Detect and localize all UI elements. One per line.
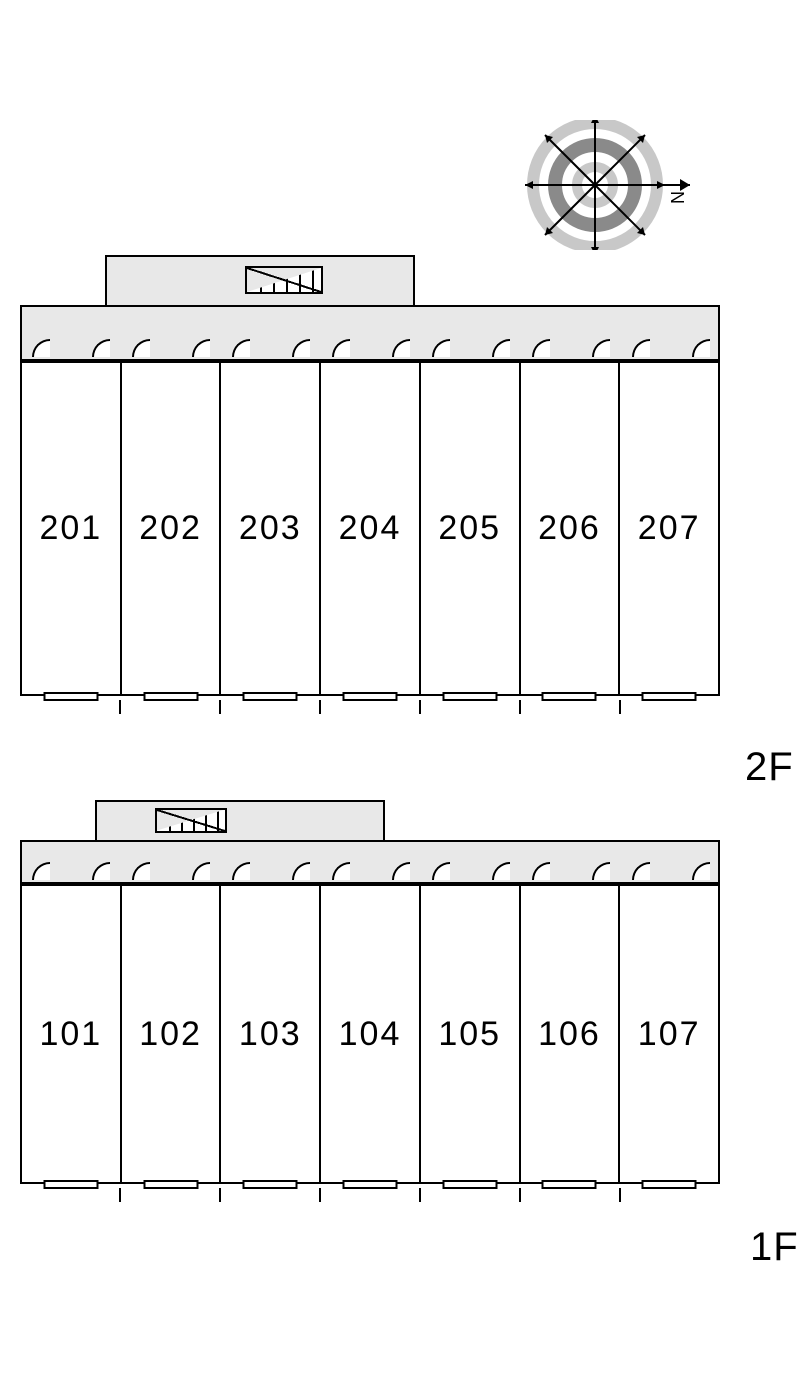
compass-n-label: N (667, 191, 687, 204)
divider-tick (119, 1188, 121, 1202)
door-swing-icon (232, 862, 250, 880)
corridor (20, 305, 720, 361)
door-swing-icon (32, 862, 50, 880)
door-swing-icon (392, 862, 410, 880)
door-swing-icon (432, 339, 450, 357)
unit-label: 203 (239, 509, 302, 548)
window-notch (642, 1180, 697, 1189)
stair-block (95, 800, 385, 840)
unit-101: 101 (20, 884, 121, 1184)
door-swing-icon (392, 339, 410, 357)
units-row: 101 102 103 104 105 106 107 (20, 884, 720, 1184)
unit-label: 105 (438, 1015, 501, 1054)
unit-202: 202 (121, 361, 221, 696)
window-notch (143, 692, 198, 701)
door-swing-icon (292, 339, 310, 357)
unit-107: 107 (619, 884, 720, 1184)
door-swing-icon (132, 862, 150, 880)
stair-icon (245, 266, 323, 294)
door-swing-icon (692, 339, 710, 357)
door-swing-icon (432, 862, 450, 880)
unit-102: 102 (121, 884, 221, 1184)
door-swing-icon (632, 339, 650, 357)
unit-207: 207 (619, 361, 720, 696)
unit-204: 204 (320, 361, 420, 696)
window-notch (243, 692, 298, 701)
door-swing-icon (592, 862, 610, 880)
door-swing-icon (92, 339, 110, 357)
unit-206: 206 (520, 361, 620, 696)
unit-label: 206 (538, 509, 601, 548)
door-swing-icon (192, 339, 210, 357)
divider-tick (219, 1188, 221, 1202)
door-swing-icon (292, 862, 310, 880)
window-notch (442, 1180, 497, 1189)
unit-105: 105 (420, 884, 520, 1184)
divider-tick (619, 1188, 621, 1202)
unit-106: 106 (520, 884, 620, 1184)
window-notch (542, 692, 597, 701)
floor-label-2F: 2F (745, 745, 794, 790)
unit-label: 207 (638, 509, 701, 548)
door-swing-icon (92, 862, 110, 880)
unit-label: 205 (438, 509, 501, 548)
floorplan-canvas: N 201 202 203 204 205 206 207 2F 101 102 103 104 105… (0, 0, 800, 1381)
door-swing-icon (532, 339, 550, 357)
units-row: 201 202 203 204 205 206 207 (20, 361, 720, 696)
divider-tick (119, 700, 121, 714)
unit-label: 202 (139, 509, 202, 548)
divider-tick (519, 1188, 521, 1202)
window-notch (442, 692, 497, 701)
door-swing-icon (232, 339, 250, 357)
unit-label: 107 (638, 1015, 701, 1054)
door-swing-icon (192, 862, 210, 880)
window-notch (343, 1180, 398, 1189)
divider-tick (519, 700, 521, 714)
divider-tick (219, 700, 221, 714)
door-swing-icon (592, 339, 610, 357)
door-swing-icon (132, 339, 150, 357)
unit-label: 106 (538, 1015, 601, 1054)
unit-label: 101 (39, 1015, 102, 1054)
unit-205: 205 (420, 361, 520, 696)
door-swing-icon (32, 339, 50, 357)
unit-201: 201 (20, 361, 121, 696)
floor-2F: 201 202 203 204 205 206 207 (20, 305, 720, 716)
floor-1F: 101 102 103 104 105 106 107 (20, 840, 720, 1204)
unit-label: 201 (39, 509, 102, 548)
unit-label: 104 (339, 1015, 402, 1054)
unit-203: 203 (220, 361, 320, 696)
window-notch (642, 692, 697, 701)
door-swing-icon (492, 862, 510, 880)
stair-icon (155, 808, 227, 833)
corridor (20, 840, 720, 884)
door-swing-icon (692, 862, 710, 880)
window-notch (43, 1180, 98, 1189)
window-notch (343, 692, 398, 701)
unit-label: 102 (139, 1015, 202, 1054)
door-swing-icon (332, 339, 350, 357)
divider-tick (419, 1188, 421, 1202)
unit-103: 103 (220, 884, 320, 1184)
window-notch (243, 1180, 298, 1189)
window-notch (43, 692, 98, 701)
unit-label: 103 (239, 1015, 302, 1054)
divider-tick (619, 700, 621, 714)
compass-icon: N (520, 120, 690, 250)
divider-tick (419, 700, 421, 714)
door-swing-icon (632, 862, 650, 880)
window-notch (542, 1180, 597, 1189)
floor-label-1F: 1F (750, 1225, 799, 1270)
door-swing-icon (492, 339, 510, 357)
door-swing-icon (532, 862, 550, 880)
door-swing-icon (332, 862, 350, 880)
unit-label: 204 (339, 509, 402, 548)
divider-tick (319, 1188, 321, 1202)
unit-104: 104 (320, 884, 420, 1184)
divider-tick (319, 700, 321, 714)
window-notch (143, 1180, 198, 1189)
